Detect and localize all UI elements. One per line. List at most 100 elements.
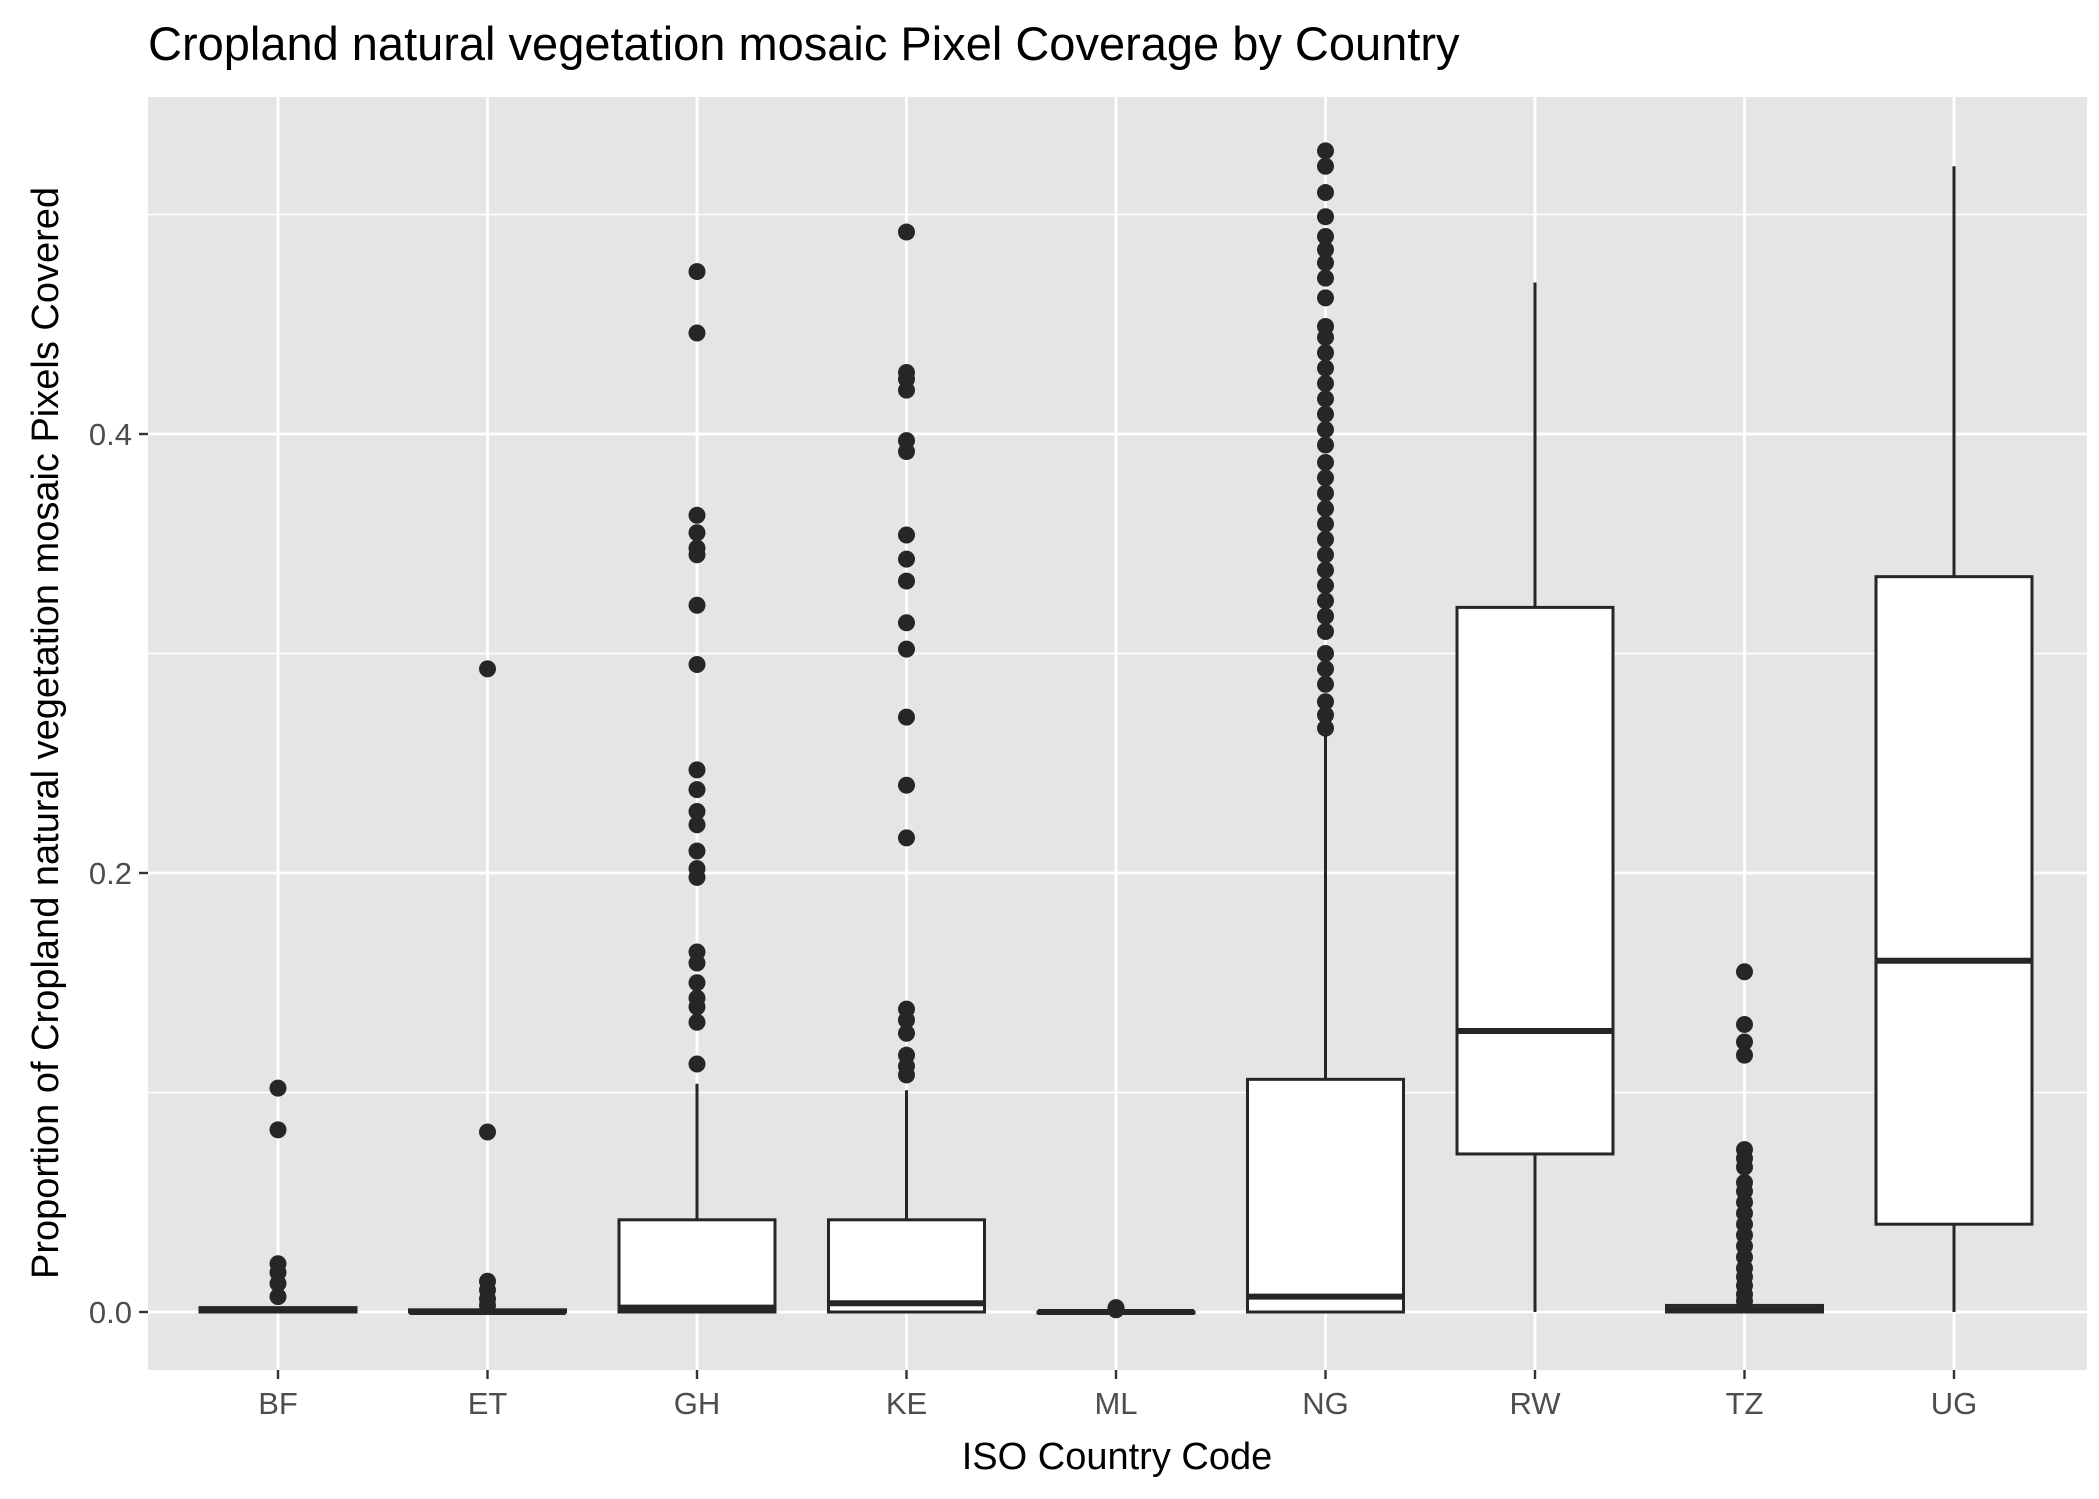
- outlier-point: [1317, 208, 1334, 226]
- outlier-point: [1317, 623, 1334, 641]
- axes-layer: 0.0 0.2 0.4 BF ET GH KE ML NG RW TZ UG: [89, 417, 1977, 1421]
- outlier-point: [898, 708, 915, 726]
- outlier-point: [1317, 227, 1334, 245]
- box-tz: [1665, 963, 1824, 1314]
- box-iqr: [1246, 1077, 1405, 1314]
- outlier-point: [688, 655, 706, 673]
- box-gh: [617, 263, 777, 1314]
- box-ml: [1036, 1299, 1196, 1319]
- outlier-point: [688, 546, 706, 564]
- outlier-point: [1736, 1158, 1753, 1176]
- outlier-point: [1317, 328, 1334, 346]
- box-et: [408, 660, 567, 1315]
- x-tick-label: TZ: [1726, 1386, 1764, 1421]
- outlier-point: [1317, 660, 1334, 678]
- outlier-point: [1317, 254, 1334, 272]
- outlier-point: [1736, 963, 1753, 981]
- outlier-point: [1317, 530, 1334, 548]
- outlier-point: [898, 381, 915, 399]
- outlier-point: [1317, 607, 1334, 625]
- outlier-point: [1317, 344, 1334, 362]
- outlier-point: [269, 1121, 287, 1139]
- outlier-point: [1317, 241, 1334, 259]
- outlier-point: [688, 263, 706, 281]
- outlier-point: [1317, 561, 1334, 579]
- outlier-point: [1317, 421, 1334, 439]
- outlier-point: [479, 1296, 496, 1314]
- outlier-point: [688, 781, 706, 799]
- box-iqr: [827, 1218, 986, 1314]
- chart-title: Cropland natural vegetation mosaic Pixel…: [148, 17, 1460, 70]
- outlier-point: [898, 640, 915, 658]
- outlier-point: [479, 1123, 496, 1141]
- outlier-point: [1317, 645, 1334, 662]
- x-tick-label: KE: [886, 1386, 927, 1421]
- box-iqr: [1455, 605, 1615, 1156]
- box-bf: [198, 1079, 358, 1314]
- x-tick-label: ML: [1094, 1386, 1137, 1421]
- x-tick-label: BF: [258, 1386, 298, 1421]
- outlier-point: [1317, 390, 1334, 408]
- outlier-point: [1317, 375, 1334, 393]
- y-axis-title: Proportion of Cropland natural vegetatio…: [25, 187, 67, 1279]
- outlier-point: [1317, 576, 1334, 594]
- box-rw: [1455, 282, 1615, 1312]
- box-iqr: [617, 1218, 777, 1314]
- outlier-point: [898, 1011, 915, 1029]
- box-ug: [1874, 166, 2034, 1312]
- y-tick-label: 0.0: [89, 1295, 132, 1330]
- outlier-point: [1317, 515, 1334, 533]
- outlier-point: [1317, 454, 1334, 472]
- boxes-layer: [198, 142, 2034, 1319]
- outlier-point: [688, 1013, 706, 1031]
- x-tick-label: RW: [1509, 1386, 1561, 1421]
- outlier-point: [1317, 706, 1334, 724]
- outlier-point: [898, 223, 915, 241]
- x-tick-label: GH: [674, 1386, 721, 1421]
- outlier-point: [1317, 436, 1334, 454]
- outlier-point: [1736, 1292, 1753, 1310]
- outlier-point: [898, 829, 915, 847]
- outlier-point: [1317, 500, 1334, 518]
- outlier-point: [688, 1055, 706, 1073]
- outlier-point: [1317, 142, 1334, 160]
- x-tick-label: UG: [1931, 1386, 1978, 1421]
- outlier-point: [1317, 592, 1334, 610]
- outlier-point: [688, 974, 706, 992]
- outlier-point: [688, 998, 706, 1016]
- outlier-point: [1317, 546, 1334, 564]
- x-tick-label: ET: [468, 1386, 508, 1421]
- outlier-point: [898, 614, 915, 632]
- outlier-point: [1317, 184, 1334, 202]
- y-tick-label: 0.2: [89, 856, 132, 891]
- outlier-point: [269, 1274, 287, 1292]
- outlier-point: [1317, 359, 1334, 377]
- outlier-point: [898, 1066, 915, 1084]
- outlier-point: [1317, 469, 1334, 487]
- outlier-point: [898, 526, 915, 544]
- box-ng: [1246, 142, 1405, 1314]
- outlier-point: [479, 660, 496, 678]
- outlier-point: [1317, 675, 1334, 693]
- outlier-point: [688, 524, 706, 542]
- outlier-point: [688, 868, 706, 886]
- box-ke: [827, 223, 986, 1314]
- outlier-point: [898, 550, 915, 568]
- outlier-point: [1317, 269, 1334, 287]
- outlier-point: [898, 776, 915, 794]
- outlier-point: [688, 596, 706, 614]
- outlier-point: [688, 761, 706, 779]
- outlier-point: [1317, 405, 1334, 423]
- outlier-point: [688, 803, 706, 821]
- outlier-point: [1317, 719, 1334, 737]
- y-tick-label: 0.4: [89, 417, 132, 452]
- x-tick-label: NG: [1302, 1386, 1349, 1421]
- x-axis-title: ISO Country Code: [962, 1436, 1272, 1478]
- outlier-point: [1736, 1015, 1753, 1033]
- box-iqr: [1874, 575, 2034, 1226]
- outlier-point: [898, 572, 915, 590]
- outlier-point: [688, 842, 706, 860]
- outlier-point: [688, 324, 706, 342]
- outlier-point: [1317, 693, 1334, 711]
